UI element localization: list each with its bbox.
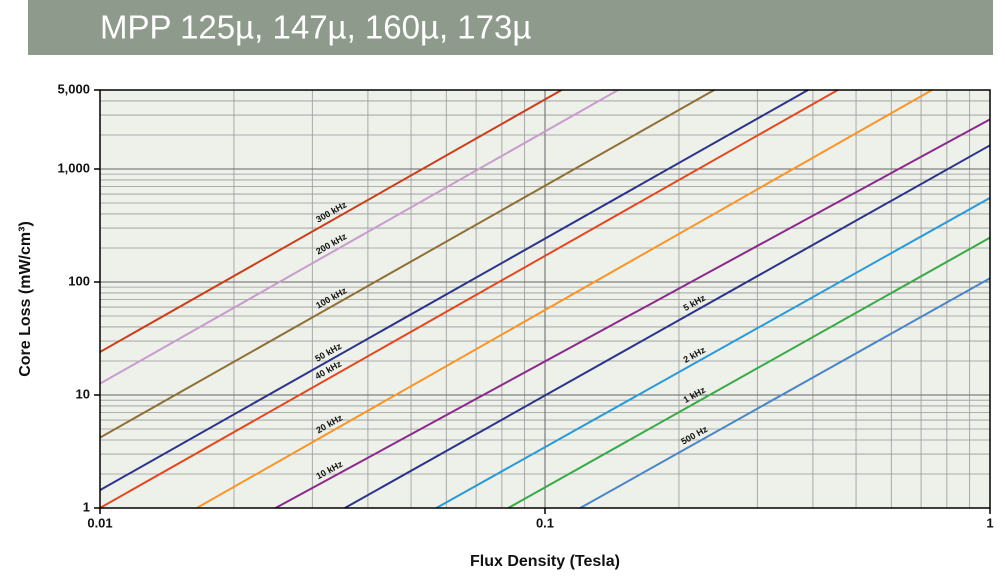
y-tick-label: 5,000: [57, 81, 90, 96]
series-line: [507, 236, 991, 509]
series-line: [435, 197, 991, 509]
series-line: [99, 89, 809, 491]
series-line: [196, 89, 933, 509]
x-axis-label: Flux Density (Tesla): [470, 553, 620, 570]
y-axis-label: Core Loss (mW/cm³): [17, 221, 34, 377]
series-line: [579, 277, 991, 509]
series-line: [99, 89, 563, 353]
y-tick-label: 1,000: [57, 160, 90, 175]
title-bar: [28, 0, 993, 55]
y-tick-label: 10: [76, 386, 90, 401]
y-tick-label: 1: [83, 499, 90, 514]
series-line: [99, 89, 619, 385]
series-line: [344, 144, 991, 509]
x-tick-label: 1: [986, 515, 993, 530]
y-tick-label: 100: [68, 273, 90, 288]
series-line: [99, 89, 839, 509]
plot-border: [99, 89, 991, 509]
series-line: [99, 89, 715, 439]
x-tick-label: 0.1: [536, 515, 554, 530]
series-line: [275, 118, 991, 509]
chart-title: MPP 125µ, 147µ, 160µ, 173µ: [100, 9, 531, 46]
x-tick-label: 0.01: [87, 515, 112, 530]
